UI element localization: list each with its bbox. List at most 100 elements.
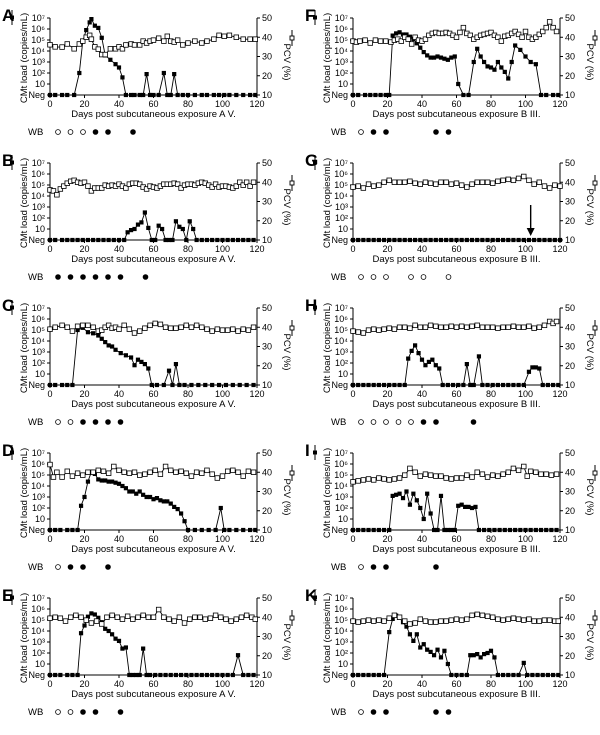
cmt-point xyxy=(204,92,210,98)
y-tick-label-left: 10³ xyxy=(335,347,348,357)
cmt-point xyxy=(490,382,495,388)
y-axis-title-left: CMt load (copies/mL) xyxy=(19,13,30,103)
cmt-point xyxy=(547,237,552,243)
pcv-point xyxy=(54,469,60,475)
y-tick-label-right: 10 xyxy=(262,525,272,535)
y-tick-label-left: 10⁴ xyxy=(31,481,45,491)
cmt-point xyxy=(251,237,256,243)
y-tick-label-right: 10 xyxy=(565,670,575,680)
pcv-point xyxy=(448,181,455,187)
pcv-point xyxy=(370,183,377,189)
pcv-point xyxy=(407,178,413,184)
cmt-point xyxy=(376,527,381,533)
pcv-point xyxy=(57,186,64,192)
wb-negative-dot xyxy=(55,564,61,570)
y-tick-label-left: 10⁶ xyxy=(31,169,45,179)
cmt-point xyxy=(551,672,556,678)
cmt-point xyxy=(506,672,511,678)
x-tick-label: 0 xyxy=(350,679,355,689)
cmt-point xyxy=(418,505,423,511)
pcv-point xyxy=(543,471,549,477)
x-tick-label: 120 xyxy=(552,534,567,544)
pcv-point xyxy=(500,471,506,477)
x-tick-label: 120 xyxy=(552,679,567,689)
pcv-point xyxy=(202,616,208,622)
cmt-point xyxy=(530,672,535,678)
cmt-point xyxy=(350,382,356,388)
cmt-point xyxy=(414,41,419,46)
pcv-point xyxy=(510,177,517,184)
wb-positive-dot xyxy=(80,709,86,715)
y-tick-label-left: 10⁷ xyxy=(32,158,45,168)
cmt-point xyxy=(485,237,490,243)
cmt-point xyxy=(199,672,204,678)
cmt-point xyxy=(371,237,376,243)
legend-marker-cmt xyxy=(10,160,14,165)
pcv-point xyxy=(522,28,529,35)
cmt-point xyxy=(521,237,526,243)
cmt-point xyxy=(158,672,163,678)
cmt-point xyxy=(488,648,494,653)
cmt-point xyxy=(237,382,242,388)
y-tick-label-left: 10⁶ xyxy=(334,604,348,614)
pcv-point xyxy=(469,612,475,619)
pcv-point xyxy=(100,468,107,474)
pcv-point xyxy=(533,469,539,475)
cmt-point xyxy=(438,55,444,60)
cmt-point xyxy=(475,46,480,51)
cmt-point xyxy=(554,527,559,533)
wb-negative-dot xyxy=(358,564,364,570)
cmt-point xyxy=(449,237,454,243)
y-tick-label-left: 10⁴ xyxy=(31,46,45,56)
cmt-point xyxy=(223,382,229,388)
pcv-point xyxy=(155,606,162,613)
cmt-point xyxy=(147,672,153,678)
wb-label: WB xyxy=(28,417,43,428)
cmt-point xyxy=(184,672,189,678)
pcv-point xyxy=(64,41,70,47)
pcv-point xyxy=(168,325,174,331)
y-tick-label-right: 20 xyxy=(565,71,575,81)
y-tick-label-right: 30 xyxy=(262,487,272,497)
pcv-point xyxy=(526,616,532,622)
cmt-line xyxy=(353,490,557,531)
legend-marker-pcv xyxy=(592,615,598,621)
cmt-point xyxy=(532,237,537,243)
pcv-point xyxy=(557,183,563,189)
pcv-point xyxy=(484,613,491,619)
y-tick-label-left: 10⁵ xyxy=(31,470,45,480)
cmt-point xyxy=(526,369,532,374)
cmt-point xyxy=(425,491,430,496)
pcv-point xyxy=(150,614,157,620)
x-tick-label: 20 xyxy=(79,244,89,254)
cmt-point xyxy=(495,59,500,65)
pcv-point xyxy=(114,614,120,620)
cmt-point xyxy=(478,655,483,660)
cmt-point xyxy=(123,486,128,491)
cmt-point xyxy=(544,527,549,533)
cmt-point xyxy=(463,504,468,509)
pcv-point xyxy=(498,38,505,44)
cmt-point xyxy=(184,237,189,243)
x-tick-label: 100 xyxy=(518,99,533,109)
pcv-point xyxy=(240,36,246,42)
cmt-point xyxy=(392,237,397,243)
y-tick-label-right: 40 xyxy=(262,612,272,622)
wb-positive-dot xyxy=(67,274,74,280)
y-tick-label-left: 10⁴ xyxy=(31,626,45,636)
cmt-line xyxy=(50,327,254,386)
cmt-point xyxy=(445,382,450,388)
x-tick-label: 20 xyxy=(79,679,89,689)
y-tick-label-left: 10⁷ xyxy=(32,593,45,603)
y-tick-label-right: 10 xyxy=(262,670,272,680)
pcv-point xyxy=(553,318,560,325)
y-tick-label-left: 10³ xyxy=(335,202,348,212)
cmt-point xyxy=(147,92,153,98)
pcv-point xyxy=(135,614,141,620)
cmt-point xyxy=(394,31,399,36)
cmt-point xyxy=(175,92,180,98)
wb-positive-dot xyxy=(92,709,99,715)
pcv-point xyxy=(433,323,439,329)
cmt-point xyxy=(222,92,227,98)
cmt-line xyxy=(50,18,256,96)
